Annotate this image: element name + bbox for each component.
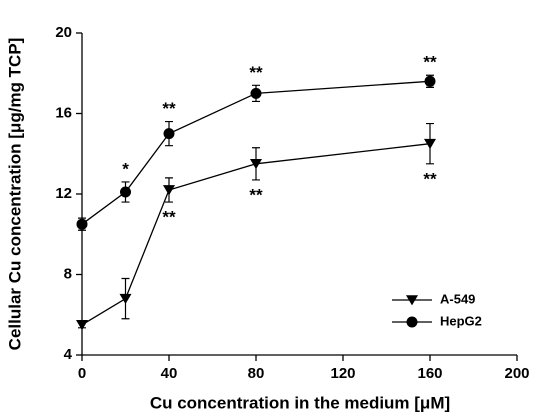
data-point xyxy=(120,186,131,198)
y-tick-label: 4 xyxy=(64,346,73,363)
x-axis-label: Cu concentration in the medium [μM] xyxy=(150,393,450,412)
y-tick-label: 20 xyxy=(55,24,72,41)
legend-label: HepG2 xyxy=(440,313,482,328)
significance-label: ** xyxy=(249,185,263,204)
y-axis-label: Cellular Cu concentration [μg/mg TCP] xyxy=(5,38,24,351)
significance-label: ** xyxy=(162,99,176,118)
data-point xyxy=(250,159,262,170)
x-tick-label: 160 xyxy=(417,365,442,382)
x-tick-label: 120 xyxy=(330,365,355,382)
x-tick-label: 0 xyxy=(78,365,86,382)
data-point xyxy=(163,128,175,140)
data-point xyxy=(76,218,88,230)
x-tick-label: 200 xyxy=(504,365,529,382)
x-tick-label: 80 xyxy=(248,365,265,382)
data-point xyxy=(163,185,175,196)
legend-label: A-549 xyxy=(440,291,475,306)
y-tick-label: 8 xyxy=(64,265,72,282)
y-tick-label: 12 xyxy=(55,185,72,202)
data-point xyxy=(424,138,436,150)
y-tick-label: 16 xyxy=(55,104,72,121)
significance-label: ** xyxy=(162,208,176,227)
data-point xyxy=(424,75,436,87)
significance-label: ** xyxy=(423,53,437,72)
significance-label: ** xyxy=(249,63,263,82)
data-point xyxy=(119,293,132,305)
x-tick-label: 40 xyxy=(161,365,178,382)
legend-marker xyxy=(406,295,418,306)
legend-marker xyxy=(406,316,418,328)
significance-label: ** xyxy=(423,169,437,188)
significance-label: * xyxy=(122,159,129,178)
data-point xyxy=(76,320,88,331)
data-point xyxy=(250,87,262,99)
